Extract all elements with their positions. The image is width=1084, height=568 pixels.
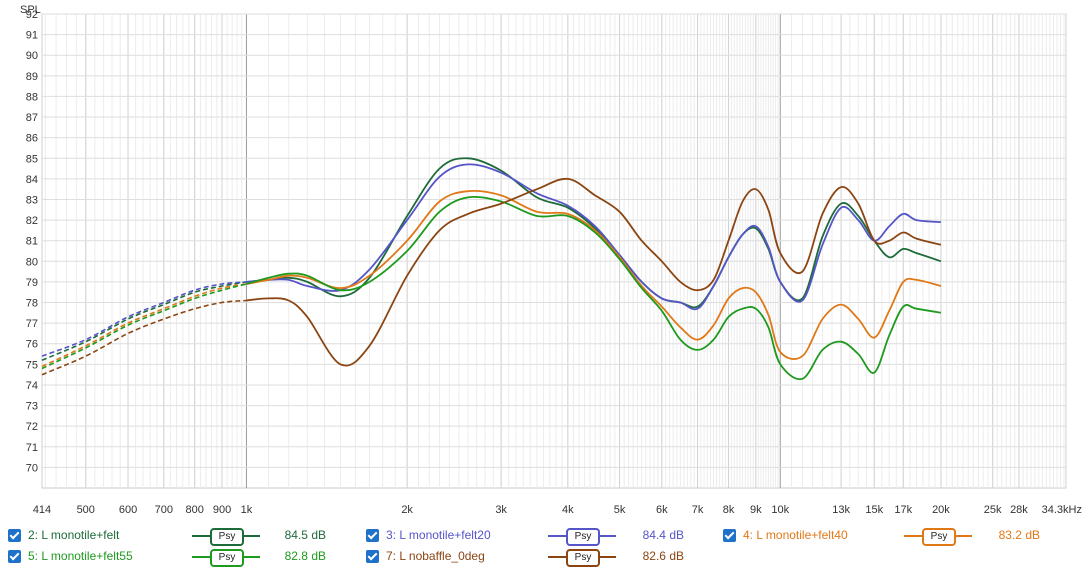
series-line-dashed [41,281,247,361]
y-tick-label: 79 [26,277,38,289]
axes: 70 71 72 73 74 75 76 77 78 79 80 81 82 83 84 85 86 87 88 89… [26,9,1082,516]
y-tick-label: 72 [26,421,38,433]
y-tick-label: 81 [26,236,38,248]
y-tick-label: 89 [26,71,38,83]
psy-badge: Psy [566,528,600,546]
x-tick-label: 700 [155,504,173,516]
series-curves [41,157,942,381]
x-tick-label: 15k [865,504,883,516]
plot-frame [41,13,1067,489]
x-tick-label: 28k [1010,504,1028,516]
y-tick-label: 77 [26,318,38,330]
checkbox-checked-icon[interactable] [723,529,736,542]
y-tick-label: 86 [26,133,38,145]
x-tick-label: 600 [119,504,137,516]
series-line-dashed [41,283,247,370]
x-tick-label: 6k [656,504,668,516]
series-2 [41,163,941,357]
checkbox-checked-icon[interactable] [8,529,21,542]
psy-sample-button[interactable]: Psy [904,528,972,546]
series-line [246,195,942,381]
legend-value: 82.8 dB [284,549,326,563]
legend-value: 83.2 dB [998,528,1040,542]
x-tick-label: 1k [241,504,253,516]
legend-label: 2: L monotile+felt [28,528,120,542]
legend-label: 4: L monotile+felt40 [743,528,848,542]
y-tick-label: 84 [26,174,38,186]
x-tick-label: 2k [401,504,413,516]
y-tick-label: 70 [26,462,38,474]
y-tick-label: 87 [26,112,38,124]
x-tick-label: 900 [213,504,231,516]
x-tick-label: 13k [832,504,850,516]
y-tick-label: 82 [26,215,38,227]
x-tick-label: 414 [33,504,51,516]
psy-sample-button[interactable]: Psy [548,549,616,567]
legend-row-1: 2: L monotile+felt Psy 84.5 dB 3: L mono… [0,526,1084,546]
x-tick-label: 10k [771,504,789,516]
series-line [246,190,942,360]
checkbox-checked-icon[interactable] [8,550,21,563]
series-line [246,177,942,367]
y-tick-label: 75 [26,359,38,371]
x-tick-label: 7k [692,504,704,516]
series-line-dashed [41,281,247,357]
legend-label: 3: L monotile+felt20 [386,528,491,542]
x-tick-label: 20k [932,504,950,516]
legend-value: 82.6 dB [642,549,684,563]
psy-sample-button[interactable]: Psy [192,528,260,546]
x-tick-label: 9k [750,504,762,516]
y-tick-label: 71 [26,442,38,454]
y-tick-label: 85 [26,153,38,165]
x-tick-label: 17k [894,504,912,516]
psy-badge: Psy [210,549,244,567]
series-line-dashed [41,283,247,368]
legend-label: 5: L monotile+felt55 [28,549,133,563]
series-line [246,163,941,311]
psy-sample-button[interactable]: Psy [548,528,616,546]
y-tick-label: 73 [26,401,38,413]
psy-sample-button[interactable]: Psy [192,549,260,567]
y-tick-label: 83 [26,194,38,206]
series-4 [41,195,942,381]
series-line-dashed [41,299,247,376]
series-3 [41,190,942,368]
legend-value: 84.4 dB [642,528,684,542]
psy-badge: Psy [566,549,600,567]
series-5 [41,177,942,376]
y-tick-label: 88 [26,91,38,103]
y-axis-label: SPL [20,4,41,16]
y-tick-label: 74 [26,380,38,392]
checkbox-checked-icon[interactable] [366,529,379,542]
x-tick-label: 800 [186,504,204,516]
psy-badge: Psy [922,528,956,546]
y-tick-label: 80 [26,256,38,268]
legend-row-2: 5: L monotile+felt55 Psy 82.8 dB 7: L no… [0,547,1084,567]
x-tick-label: 4k [562,504,574,516]
legend-label: 7: L nobaffle_0deg [386,549,485,563]
x-tick-label: 34.3kHz [1042,504,1082,516]
legend: 2: L monotile+felt Psy 84.5 dB 3: L mono… [0,524,1084,568]
x-tick-label: 500 [77,504,95,516]
y-tick-label: 76 [26,339,38,351]
psy-badge: Psy [210,528,244,546]
legend-value: 84.5 dB [284,528,326,542]
x-tick-label: 5k [614,504,626,516]
x-tick-label: 25k [984,504,1002,516]
y-tick-label: 78 [26,298,38,310]
y-tick-label: 92 [26,9,38,21]
x-tick-label: 8k [723,504,735,516]
y-tick-label: 91 [26,30,38,42]
y-tick-label: 90 [26,50,38,62]
x-tick-label: 3k [495,504,507,516]
checkbox-checked-icon[interactable] [366,550,379,563]
